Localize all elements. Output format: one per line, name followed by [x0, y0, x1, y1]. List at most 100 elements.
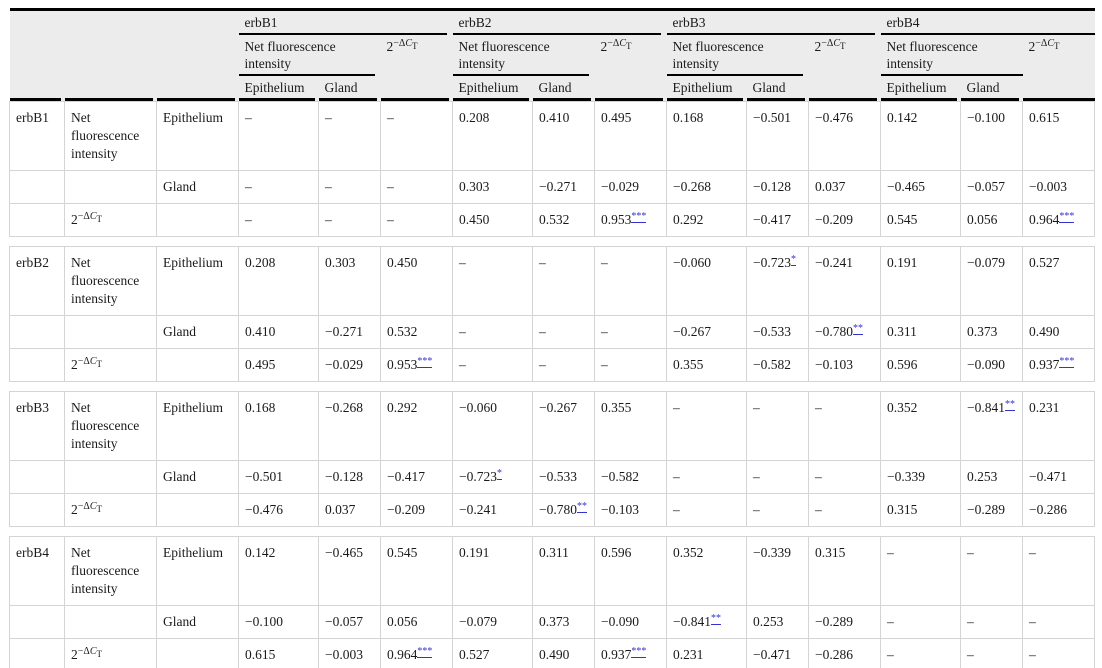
- value-cell: −0.209: [380, 493, 453, 527]
- value-cell: −0.286: [1022, 493, 1095, 527]
- value-cell: −0.417: [380, 460, 453, 494]
- measure-header: Net fluorescence intensity: [238, 35, 381, 74]
- value-cell: −0.465: [880, 170, 961, 204]
- value-cell: –: [532, 315, 595, 349]
- correlation-table: erbB1 erbB2 erbB3 erbB4 Net fluorescence…: [9, 8, 1095, 668]
- value-cell: 0.352: [880, 391, 961, 461]
- significance-link[interactable]: **: [577, 500, 587, 513]
- significance-link[interactable]: **: [711, 612, 721, 625]
- section-spacer-row: [9, 236, 1095, 247]
- significance-link[interactable]: **: [1005, 398, 1015, 411]
- measure-header: Net fluorescence intensity: [452, 35, 595, 74]
- header-bottom-rule-row: [9, 98, 1095, 102]
- section-label-cell: erbB4: [9, 536, 65, 606]
- value-cell: −0.533: [746, 315, 809, 349]
- section-label-cell: [9, 460, 65, 494]
- value-cell: −0.465: [318, 536, 381, 606]
- value-cell: −0.841**: [666, 605, 747, 639]
- exp-label: 2−ΔCT: [71, 210, 102, 227]
- measure-underline: [880, 74, 1023, 76]
- table-header: erbB1 erbB2 erbB3 erbB4 Net fluorescence…: [9, 9, 1095, 102]
- value-cell: 0.410: [532, 101, 595, 171]
- tissue-label-cell: Gland: [156, 460, 239, 494]
- table-row: erbB1 Net fluorescence intensity Epitheliu…: [9, 101, 1095, 171]
- significance-link[interactable]: ***: [417, 645, 433, 658]
- significance-link[interactable]: ***: [631, 645, 647, 658]
- section-label-cell: [9, 203, 65, 237]
- measure-label-cell: [64, 460, 157, 494]
- value-cell: −0.476: [238, 493, 319, 527]
- value-cell: 0.315: [880, 493, 961, 527]
- value-cell: −0.417: [746, 203, 809, 237]
- table-body: erbB1 Net fluorescence intensity Epitheliu…: [9, 101, 1095, 668]
- value-cell: 0.231: [1022, 391, 1095, 461]
- value-cell: –: [1022, 536, 1095, 606]
- tissue-label-cell: Epithelium: [156, 101, 239, 171]
- value-cell: 0.490: [1022, 315, 1095, 349]
- measure-underline: [452, 74, 589, 76]
- group-header-erbB1: erbB1: [238, 9, 453, 33]
- significance-link[interactable]: ***: [1059, 210, 1075, 223]
- value-cell: −0.723*: [452, 460, 533, 494]
- table-row: Gland −0.100 −0.057 0.056 −0.079 0.373 −0.090−…: [9, 605, 1095, 639]
- exp-header: 2−ΔCT: [1022, 35, 1095, 74]
- value-cell: −0.533: [532, 460, 595, 494]
- significance-link[interactable]: ***: [417, 355, 433, 368]
- value-cell: −0.267: [666, 315, 747, 349]
- value-cell: 0.937***: [594, 638, 667, 668]
- group-underline: [238, 33, 447, 35]
- exp-header: 2−ΔCT: [380, 35, 453, 74]
- significance-link[interactable]: ***: [631, 210, 647, 223]
- value-cell: –: [746, 391, 809, 461]
- tissue-label-cell: Gland: [156, 170, 239, 204]
- value-cell: –: [666, 493, 747, 527]
- value-cell: 0.495: [594, 101, 667, 171]
- value-cell: 0.964***: [380, 638, 453, 668]
- measure-underline: [238, 74, 375, 76]
- header-group-row: erbB1 erbB2 erbB3 erbB4: [9, 9, 1095, 33]
- value-cell: −0.100: [960, 101, 1023, 171]
- section-label-cell: [9, 315, 65, 349]
- significance-link[interactable]: *: [791, 253, 796, 266]
- value-cell: –: [880, 638, 961, 668]
- value-cell: 0.964***: [1022, 203, 1095, 237]
- value-cell: 0.208: [238, 246, 319, 316]
- value-cell: –: [452, 348, 533, 382]
- value-cell: –: [318, 101, 381, 171]
- significance-link[interactable]: **: [853, 322, 863, 335]
- tissue-label-cell: Epithelium: [156, 246, 239, 316]
- value-cell: 0.142: [880, 101, 961, 171]
- value-cell: 0.490: [532, 638, 595, 668]
- value-cell: −0.090: [960, 348, 1023, 382]
- value-cell: 0.253: [960, 460, 1023, 494]
- value-cell: −0.128: [746, 170, 809, 204]
- table-row: Gland – – –0.303 −0.271 −0.029 −0.268 −0.128 0.0…: [9, 170, 1095, 204]
- tissue-header-epithelium: Epithelium: [666, 76, 747, 98]
- value-cell: 0.056: [380, 605, 453, 639]
- value-cell: −0.501: [746, 101, 809, 171]
- significance-link[interactable]: ***: [1059, 355, 1075, 368]
- table-row: 2−ΔCT – – –0.450 0.532 0.953*** 0.292 −0.417 −0.…: [9, 203, 1095, 237]
- tissue-header-epithelium: Epithelium: [238, 76, 319, 98]
- measure-label-cell: [64, 315, 157, 349]
- value-cell: −0.339: [746, 536, 809, 606]
- section-label-cell: [9, 170, 65, 204]
- tissue-label-cell: Gland: [156, 605, 239, 639]
- value-cell: –: [594, 348, 667, 382]
- exp-header: 2−ΔCT: [594, 35, 667, 74]
- value-cell: 0.373: [532, 605, 595, 639]
- value-cell: –: [318, 203, 381, 237]
- significance-link[interactable]: *: [497, 467, 502, 480]
- value-cell: –: [380, 101, 453, 171]
- value-cell: −0.029: [594, 170, 667, 204]
- exp-header: 2−ΔCT: [808, 35, 881, 74]
- value-cell: −0.271: [318, 315, 381, 349]
- value-cell: 0.615: [238, 638, 319, 668]
- value-cell: –: [808, 493, 881, 527]
- value-cell: 0.315: [808, 536, 881, 606]
- measure-label-cell: Net fluorescence intensity: [64, 536, 157, 606]
- value-cell: −0.090: [594, 605, 667, 639]
- value-cell: 0.168: [238, 391, 319, 461]
- value-cell: −0.128: [318, 460, 381, 494]
- value-cell: –: [238, 101, 319, 171]
